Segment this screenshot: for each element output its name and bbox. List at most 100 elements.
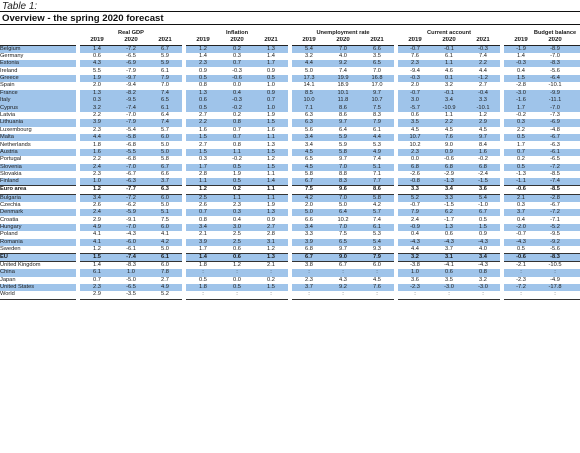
table-cell: 5.4 [466,194,501,202]
table-cell: 3.7 [292,284,326,292]
table-cell: : [360,291,394,300]
table-body: Belgium 1.4 -7.2 6.7 1.2 0.2 1.3 5.4 7.0 6.6 -0.7-… [0,45,580,300]
group-header-row: Real GDP Inflation Unemployment rate Cur… [0,29,580,37]
table-cell: 2.2 [186,119,220,127]
table-cell: -8.5 [550,171,560,178]
table-cell: 0.1 [572,127,580,134]
table-cell: -7.2 [538,163,573,171]
table-cell: 8.8 [339,171,347,178]
forecast-table: Real GDP Inflation Unemployment rate Cur… [0,29,580,300]
table-cell: -2.7 [572,119,580,127]
table-cell: 3.9 [186,238,220,246]
table-cell: 1.4 [199,52,207,59]
table-cell: -0.1 [432,89,466,98]
table-cell: 1.2 [233,262,241,269]
table-row: EU 1.5 -7.4 6.1 1.4 0.6 1.3 6.7 9.0 7.9 3.2 3.1 3.4-… [0,253,580,263]
table-caption: Table 1: [2,1,38,12]
table-cell: -0.6 [220,74,254,83]
table-cell: 5.5 [93,67,101,74]
table-cell: 2.9 [80,291,114,300]
table-cell: : [572,291,580,300]
country-name: Lithuania [0,119,76,127]
table-cell: 2.1 [199,231,207,238]
country-name: Cyprus [0,104,76,112]
table-cell: 1.2 [186,185,220,195]
table-cell: 3.4 [305,141,313,148]
table-cell: -2.9 [444,171,454,178]
table-cell: -5.7 [398,104,432,112]
table-cell: 1.3 [254,45,288,53]
table-cell: 1.3 [254,209,288,217]
table-cell: 0.7 [186,209,220,217]
table-cell: -0.2 [478,156,488,163]
table-cell: 2.9 [466,119,501,127]
table-row: Italy 0.3 -9.5 6.5 0.6 -0.3 0.7 10.0 11.8 10.7 3.0… [0,97,580,105]
table-cell: 1.4 [93,262,101,269]
table-cell: 5.0 [305,67,313,74]
table-cell: -11.1 [538,97,573,105]
table-cell: 17.0 [371,82,383,89]
table-cell: 2.7 [479,82,487,89]
table-cell: 0.8 [199,82,207,89]
table-row: United States 2.3 -6.5 4.9 1.8 0.5 1.5 3.7 9.2 7.… [0,284,580,292]
table-cell: 0.7 [220,133,254,142]
table-cell: 0.4 [517,216,525,223]
year-header: 2021 [466,37,501,46]
table-cell: 4.9 [148,284,182,292]
table-cell: 7.9 [398,209,432,217]
table-cell: -5.9 [114,209,148,217]
table-row: Denmark 2.4 -5.9 5.1 0.7 0.3 1.3 5.0 6.4 5.7 7.9 6.… [0,209,580,217]
year-header: 2021 [148,37,182,46]
table-cell: -9.7 [114,74,148,83]
table-cell: -1.3 [516,171,526,178]
table-cell: : [220,269,254,277]
table-cell: 3.8 [305,262,313,269]
table-cell: -7.2 [538,209,573,217]
table-cell: 6.5 [305,156,313,163]
table-cell: 0.5 [199,276,207,283]
country-name: Denmark [0,209,76,217]
table-cell: -7.1 [550,216,560,223]
table-cell: 3.9 [292,238,326,246]
table-cell: 7.0 [161,82,169,89]
country-name: Greece [0,74,76,83]
table-cell: -9.1 [126,216,136,223]
table-cell: 6.4 [339,126,347,133]
table-cell: 3.7 [148,178,182,186]
table-cell: -2.9 [572,67,580,74]
table-cell: 1.7 [199,245,207,252]
table-cell: 3.0 [398,97,432,105]
table-cell: -0.2 [220,104,254,112]
table-cell: 6.1 [148,104,182,112]
year-header-row: 2019 2020 2021 2019 2020 2021 2019 2020 2021 2019… [0,37,580,46]
table-cell: 9.2 [326,284,360,292]
table-cell: 1.4 [517,52,525,59]
table-cell: 3.5 [373,52,381,59]
table-cell: 3.3 [466,97,501,105]
table-cell: -8.3 [538,60,573,68]
table-cell: : [186,291,220,300]
table-cell: 7.6 [432,133,466,142]
table-row: Cyprus 3.2 -7.4 6.1 0.5 -0.2 1.0 7.1 8.6 7.5 -5.7-… [0,104,580,112]
country-name: Poland [0,231,18,238]
table-cell: -0.7 [410,201,420,208]
table-cell: 4.4 [411,245,419,252]
country-name: Netherlands [0,141,31,148]
table-cell: 1.2 [93,245,101,252]
table-cell: -0.3 [504,60,539,68]
table-cell: 5.6 [305,126,313,133]
table-cell: : [360,269,394,277]
table-cell: 7.8 [148,269,182,277]
table-cell: 0.6 [220,253,254,263]
table-cell: 0.9 [199,67,207,74]
table-cell: 4.4 [360,133,394,142]
table-cell: -2.6 [410,171,420,178]
table-cell: 4.9 [360,148,394,157]
table-cell: 7.4 [373,216,381,223]
table-cell: 3.5 [398,119,432,127]
table-cell: 3.0 [220,223,254,232]
table-cell: 7.0 [326,45,360,53]
table-cell: -0.2 [232,156,242,163]
table-cell: -2.0 [504,223,539,232]
table-cell: -7.0 [538,104,573,112]
